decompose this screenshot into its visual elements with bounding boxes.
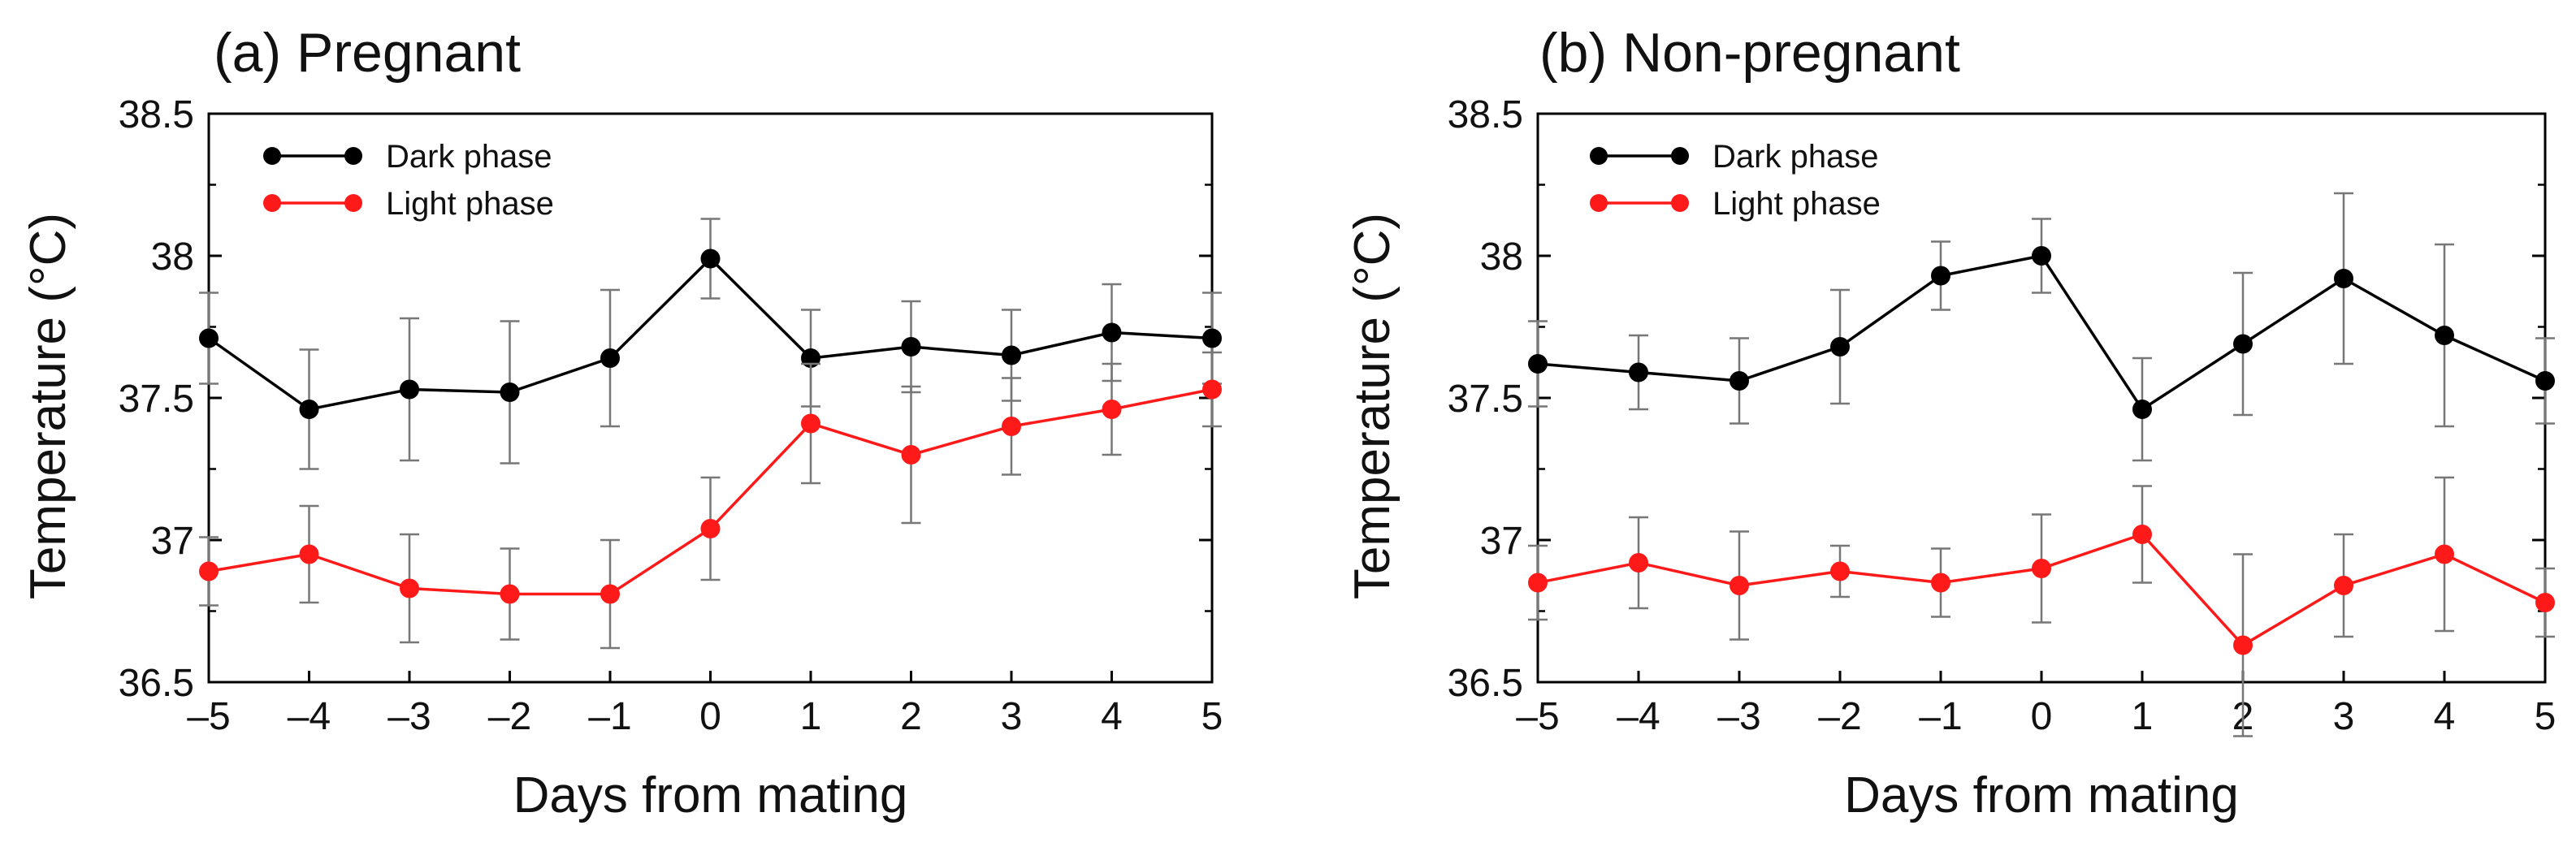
legend-marker <box>344 147 362 165</box>
data-point <box>199 561 219 581</box>
y-tick-label: 36.5 <box>1448 662 1523 705</box>
y-tick-label: 37 <box>151 520 194 563</box>
legend-label: Light phase <box>386 186 554 222</box>
data-point <box>2132 400 2152 419</box>
data-point <box>2435 544 2454 564</box>
data-point <box>2032 246 2051 266</box>
data-point <box>2334 576 2353 595</box>
legend-marker <box>1671 147 1689 165</box>
y-axis-label: Temperature (°C) <box>1344 213 1401 599</box>
series-light-phase <box>199 351 1222 650</box>
x-tick-label: 0 <box>2031 695 2053 738</box>
x-tick-label: 0 <box>699 695 721 738</box>
data-point <box>500 584 520 604</box>
data-point <box>2435 326 2454 345</box>
x-tick-label: 5 <box>2535 695 2557 738</box>
x-tick-label: 4 <box>1101 695 1123 738</box>
panel-title: (a) Pregnant <box>214 22 521 84</box>
x-tick-label: 5 <box>1201 695 1223 738</box>
x-tick-label: –3 <box>387 695 431 738</box>
x-tick-label: 2 <box>900 695 922 738</box>
data-point <box>199 328 219 348</box>
y-tick-label: 38.5 <box>1448 93 1523 136</box>
legend-marker <box>263 147 281 165</box>
data-point <box>2535 371 2555 391</box>
x-tick-label: 1 <box>2132 695 2154 738</box>
x-tick-label: 1 <box>800 695 822 738</box>
data-point <box>700 519 721 538</box>
data-point <box>1730 576 1749 595</box>
data-point <box>1730 371 1749 391</box>
x-tick-label: –3 <box>1717 695 1760 738</box>
data-point <box>801 413 820 434</box>
data-point <box>500 382 520 402</box>
y-tick-label: 38 <box>1480 236 1523 279</box>
y-tick-label: 36.5 <box>119 662 194 705</box>
data-point <box>1102 400 1122 419</box>
x-tick-label: –2 <box>488 695 531 738</box>
y-axis-label: Temperature (°C) <box>20 213 76 599</box>
x-axis-label: Days from mating <box>513 767 908 823</box>
data-point <box>600 348 620 368</box>
data-point <box>700 248 721 269</box>
data-point <box>2535 593 2555 612</box>
series-light-phase <box>1528 476 2555 737</box>
legend-marker <box>1590 147 1608 165</box>
data-point <box>1931 266 1950 286</box>
data-point <box>2233 334 2253 354</box>
legend-marker <box>344 194 362 212</box>
legend-marker <box>1671 194 1689 212</box>
x-tick-label: –1 <box>1919 695 1962 738</box>
data-point <box>600 584 620 604</box>
legend-label: Light phase <box>1712 186 1881 222</box>
x-tick-label: –1 <box>588 695 631 738</box>
x-tick-label: –4 <box>1617 695 1660 738</box>
data-point <box>2233 635 2253 655</box>
x-tick-label: –5 <box>187 695 230 738</box>
x-axis-label: Days from mating <box>1844 767 2239 823</box>
data-point <box>400 379 419 400</box>
x-tick-label: 4 <box>2434 695 2456 738</box>
panel-title: (b) Non-pregnant <box>1539 22 1960 84</box>
data-point <box>400 578 419 599</box>
y-tick-label: 37.5 <box>119 378 194 421</box>
data-point <box>1629 362 1648 382</box>
data-point <box>901 337 921 357</box>
data-point <box>299 544 319 564</box>
data-point <box>299 400 319 419</box>
data-point <box>1629 553 1648 573</box>
legend-marker <box>263 194 281 212</box>
legend-marker <box>1590 194 1608 212</box>
data-point <box>1528 354 1548 374</box>
data-point <box>1202 379 1222 400</box>
data-point <box>1830 561 1850 581</box>
data-point <box>1002 345 1021 365</box>
x-tick-label: 3 <box>1001 695 1023 738</box>
y-tick-label: 38 <box>151 236 194 279</box>
data-point <box>1202 328 1222 348</box>
y-tick-label: 37 <box>1480 520 1523 563</box>
x-tick-label: –5 <box>1516 695 1559 738</box>
data-point <box>1528 573 1548 593</box>
data-point <box>901 445 921 465</box>
data-point <box>2032 559 2051 578</box>
panel-non-pregnant: (b) Non-pregnant 36.5 37 37.5 38 38.5 –5 –4 –3 –2… <box>1344 22 2556 823</box>
legend-label: Dark phase <box>1712 139 1879 175</box>
panel-pregnant: (a) Pregnant 36.5 37 37.5 38 38.5 –5 –4 –3 –2 –1 0 1… <box>20 22 1223 823</box>
data-point <box>1931 573 1950 593</box>
legend-label: Dark phase <box>386 139 552 175</box>
series-dark-phase <box>1528 192 2555 462</box>
x-tick-label: 3 <box>2333 695 2355 738</box>
y-tick-label: 37.5 <box>1448 378 1523 421</box>
x-tick-label: –4 <box>288 695 331 738</box>
series-dark-phase <box>199 218 1222 470</box>
data-point <box>2334 269 2353 288</box>
data-point <box>1102 322 1122 343</box>
data-point <box>1002 417 1021 436</box>
y-tick-label: 38.5 <box>119 93 194 136</box>
x-tick-label: –2 <box>1818 695 1861 738</box>
data-point <box>2132 525 2152 544</box>
data-point <box>1830 337 1850 357</box>
